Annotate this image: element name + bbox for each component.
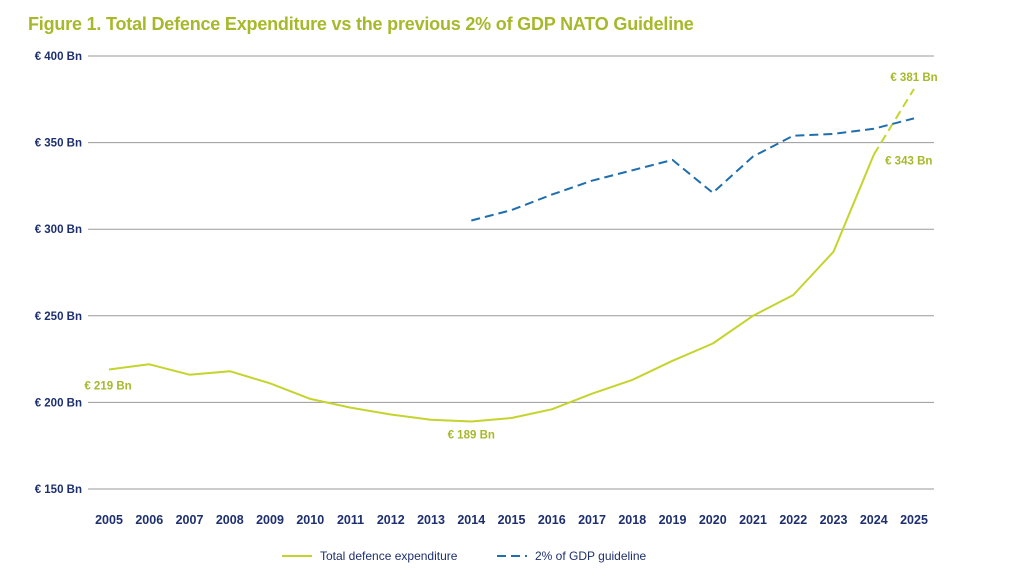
gridlines: [88, 55, 934, 490]
x-tick-label: 2021: [739, 513, 767, 527]
x-tick-label: 2012: [377, 513, 405, 527]
x-tick-label: 2011: [337, 513, 364, 527]
data-label: € 219 Bn: [84, 380, 131, 392]
x-tick-label: 2023: [820, 513, 848, 527]
data-label: € 343 Bn: [885, 156, 932, 168]
y-tick-label: € 200 Bn: [35, 397, 82, 409]
y-tick-label: € 150 Bn: [35, 484, 82, 496]
legend-label: 2% of GDP guideline: [535, 549, 647, 563]
y-tick-label: € 300 Bn: [35, 224, 82, 236]
y-tick-label: € 400 Bn: [35, 51, 82, 63]
x-tick-label: 2015: [498, 513, 526, 527]
data-label: € 381 Bn: [890, 72, 937, 84]
legend-label: Total defence expenditure: [320, 549, 458, 563]
series-line-2: [471, 117, 915, 222]
data-label: € 189 Bn: [448, 429, 495, 441]
x-tick-label: 2006: [135, 513, 163, 527]
chart-title: Figure 1. Total Defence Expenditure vs t…: [28, 14, 694, 34]
x-tick-label: 2018: [618, 513, 646, 527]
x-tick-label: 2007: [176, 513, 204, 527]
y-tick-label: € 250 Bn: [35, 311, 82, 323]
x-tick-label: 2010: [296, 513, 324, 527]
series-lines: [108, 88, 915, 423]
x-tick-label: 2020: [699, 513, 727, 527]
data-annotations: € 219 Bn € 189 Bn € 343 Bn € 381 Bn: [84, 72, 937, 442]
x-tick-label: 2014: [457, 513, 485, 527]
x-tick-label: 2024: [860, 513, 888, 527]
y-tick-label: € 350 Bn: [35, 138, 82, 150]
y-axis-ticks: € 400 Bn € 350 Bn € 300 Bn € 250 Bn € 200 Bn…: [35, 51, 82, 496]
series-line-1: [872, 88, 915, 156]
x-tick-label: 2025: [900, 513, 928, 527]
x-tick-label: 2008: [216, 513, 244, 527]
x-tick-label: 2016: [538, 513, 566, 527]
x-axis-ticks: 2005 2006 2007 2008 2009 2010 2011 2012 2013 2014…: [95, 513, 928, 527]
x-tick-label: 2013: [417, 513, 445, 527]
x-tick-label: 2009: [256, 513, 284, 527]
x-tick-label: 2022: [779, 513, 807, 527]
series-line-0: [108, 154, 875, 423]
x-tick-label: 2005: [95, 513, 123, 527]
legend: Total defence expenditure 2% of GDP guide…: [282, 549, 647, 563]
x-tick-label: 2019: [659, 513, 687, 527]
x-tick-label: 2017: [578, 513, 606, 527]
